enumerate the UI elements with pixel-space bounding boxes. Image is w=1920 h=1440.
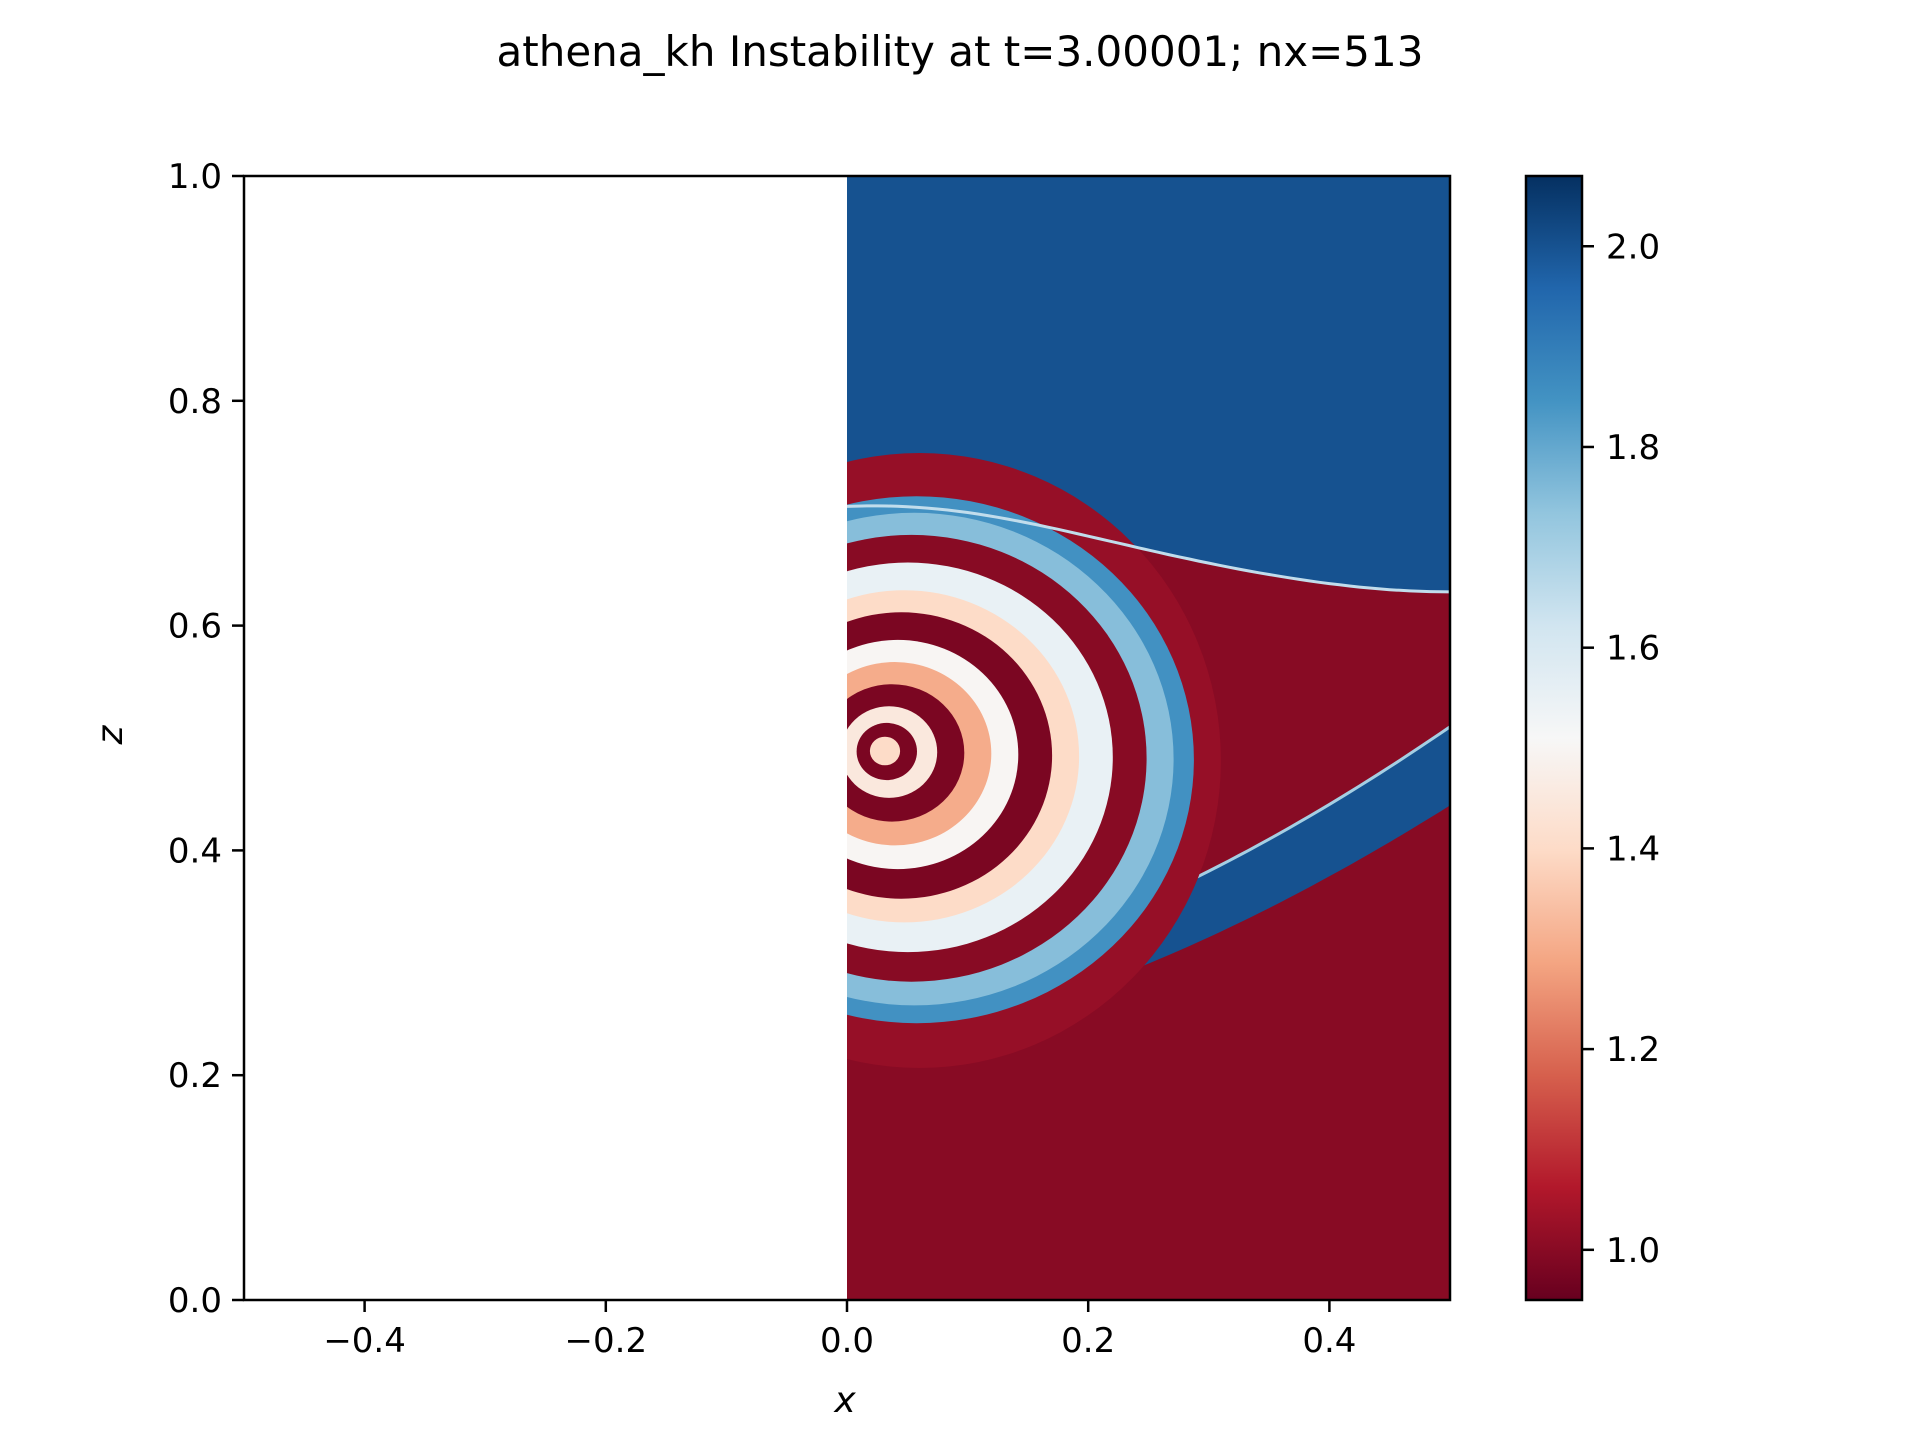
y-axis-label: z bbox=[90, 724, 131, 745]
x-tick-label: 0.2 bbox=[1061, 1321, 1115, 1361]
y-axis: 0.0 0.2 0.4 0.6 0.8 1.0 bbox=[168, 157, 244, 1321]
vortex-ring bbox=[869, 736, 901, 766]
colorbar-gradient bbox=[1526, 176, 1582, 1300]
x-tick-label: −0.2 bbox=[565, 1321, 648, 1361]
plot-area: −0.4 −0.2 0.0 0.2 0.4 0.0 0.2 0.4 0.6 0.8 1.0 bbox=[168, 157, 1452, 1361]
y-tick-label: 0.2 bbox=[168, 1056, 222, 1096]
colorbar-ticks: 1.0 1.2 1.4 1.6 1.8 2.0 bbox=[1582, 227, 1660, 1271]
x-tick-label: 0.4 bbox=[1302, 1321, 1356, 1361]
colorbar-frame bbox=[1524, 174, 1584, 1302]
y-tick-label: 0.0 bbox=[168, 1281, 222, 1321]
heatmap-field bbox=[847, 176, 1450, 1300]
y-tick-label: 0.6 bbox=[168, 607, 222, 647]
colorbar: 1.0 1.2 1.4 1.6 1.8 2.0 bbox=[1524, 174, 1660, 1302]
upper-interface-edge bbox=[847, 504, 1450, 594]
x-axis: −0.4 −0.2 0.0 0.2 0.4 bbox=[323, 1300, 1356, 1361]
chart-title: athena_kh Instability at t=3.00001; nx=5… bbox=[497, 27, 1424, 76]
y-tick-label: 0.8 bbox=[168, 382, 222, 422]
colorbar-tick-label: 2.0 bbox=[1606, 227, 1660, 267]
colorbar-tick-label: 1.2 bbox=[1606, 1030, 1660, 1070]
x-axis-label: x bbox=[833, 1380, 856, 1421]
colorbar-tick-label: 1.0 bbox=[1606, 1231, 1660, 1271]
colorbar-tick-label: 1.4 bbox=[1606, 829, 1660, 869]
colorbar-tick-label: 1.8 bbox=[1606, 428, 1660, 468]
x-tick-label: 0.0 bbox=[820, 1321, 874, 1361]
colorbar-tick-label: 1.6 bbox=[1606, 629, 1660, 669]
x-tick-label: −0.4 bbox=[323, 1321, 406, 1361]
y-tick-label: 1.0 bbox=[168, 157, 222, 197]
y-tick-label: 0.4 bbox=[168, 831, 222, 871]
